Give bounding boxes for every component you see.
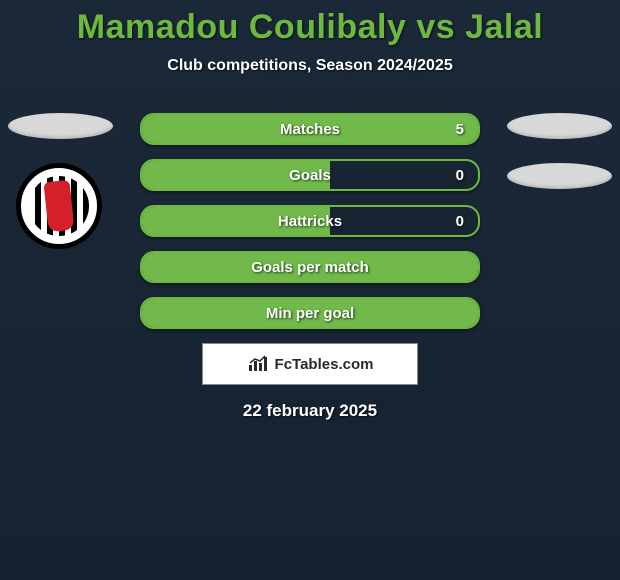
stat-row-hattricks: Hattricks 0	[140, 205, 480, 237]
club-badge-left	[16, 163, 102, 249]
stat-row-min-per-goal: Min per goal	[140, 297, 480, 329]
right-player-column	[507, 113, 612, 213]
subtitle: Club competitions, Season 2024/2025	[0, 57, 620, 75]
stat-row-matches: Matches 5	[140, 113, 480, 145]
page-title: Mamadou Coulibaly vs Jalal	[0, 0, 620, 47]
stat-rows: Matches 5 Goals 0 Hattricks 0 Goals per …	[140, 113, 480, 329]
stat-label: Hattricks	[278, 213, 342, 230]
content-area: Matches 5 Goals 0 Hattricks 0 Goals per …	[0, 113, 620, 421]
stat-label: Goals per match	[251, 259, 369, 276]
stat-value: 0	[456, 167, 464, 184]
stat-value: 5	[456, 121, 464, 138]
player-placeholder-right-2	[507, 163, 612, 189]
chart-icon	[247, 355, 271, 373]
stat-label: Min per goal	[266, 305, 354, 322]
player-placeholder-left	[8, 113, 113, 139]
left-player-column	[8, 113, 113, 249]
stat-row-goals-per-match: Goals per match	[140, 251, 480, 283]
brand-box[interactable]: FcTables.com	[202, 343, 418, 385]
brand-text: FcTables.com	[275, 356, 374, 373]
player-placeholder-right-1	[507, 113, 612, 139]
date-label: 22 february 2025	[0, 401, 620, 421]
stat-label: Matches	[280, 121, 340, 138]
badge-figure	[43, 180, 74, 232]
stat-label: Goals	[289, 167, 331, 184]
stat-value: 0	[456, 213, 464, 230]
stat-row-goals: Goals 0	[140, 159, 480, 191]
